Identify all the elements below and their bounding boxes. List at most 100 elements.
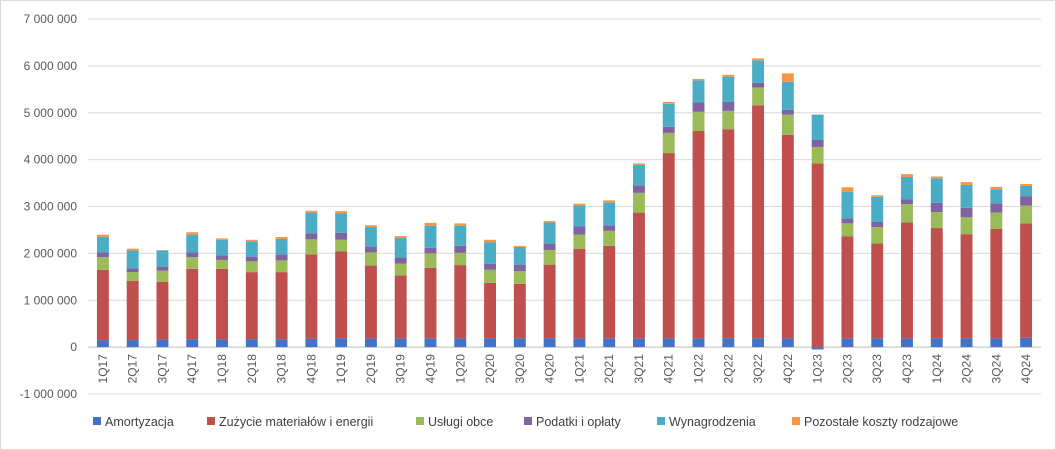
bar-segment (364, 246, 377, 253)
bar-segment (543, 264, 556, 339)
x-tick-label: 2Q18 (245, 354, 259, 384)
bar-segment (1020, 223, 1033, 338)
bar-segment (722, 110, 735, 130)
bar-segment (603, 200, 616, 203)
bar-segment (930, 338, 943, 348)
bar-segment (752, 58, 765, 61)
y-tick-label: 1 000 000 (24, 293, 78, 307)
legend-swatch (792, 417, 800, 425)
bar-segment (752, 338, 765, 348)
bar-segment (871, 227, 884, 244)
bar-segment (632, 185, 645, 193)
y-tick-label: 5 000 000 (24, 106, 78, 120)
x-tick-label: 4Q22 (781, 354, 795, 384)
bar-segment (335, 239, 348, 252)
bar-segment (662, 103, 675, 127)
bar-segment (245, 239, 258, 242)
x-tick-label: 1Q17 (96, 354, 110, 384)
bar-segment (990, 186, 1003, 190)
bar-segment (96, 257, 109, 270)
bar-segment (930, 212, 943, 229)
bar-segment (156, 250, 169, 267)
bar-segment (990, 189, 1003, 204)
bar-segment (573, 248, 586, 339)
bar-segment (990, 229, 1003, 339)
bar-segment (216, 339, 228, 348)
legend-label: Podatki i opłaty (536, 415, 622, 429)
bar-segment (305, 338, 318, 348)
bars (96, 58, 1033, 350)
bar-segment (424, 222, 437, 226)
legend-label: Pozostałe koszty rodzajowe (804, 415, 958, 429)
bar-segment (394, 263, 407, 276)
bar-segment (901, 199, 913, 205)
legend-swatch (657, 417, 665, 425)
bar-segment (454, 245, 467, 253)
bar-segment (1020, 337, 1033, 348)
legend: Amortyzacja Zużycie materiałów i energii U… (93, 415, 958, 429)
x-tick-label: 1Q20 (453, 354, 467, 384)
bar-segment (1020, 205, 1033, 224)
bar-segment (186, 232, 199, 235)
bar-segment (1020, 185, 1033, 197)
bar-segment (454, 252, 467, 266)
bar-segment (126, 281, 139, 341)
y-axis-ticks: -1 000 000 0 1 000 000 2 000 000 3 000 000 4 … (20, 12, 78, 401)
bar-segment (364, 252, 377, 266)
bar-segment (484, 269, 497, 283)
bar-segment (841, 218, 854, 224)
bar-segment (930, 176, 943, 179)
bar-segment (454, 338, 467, 348)
bar-segment (96, 269, 109, 341)
bar-segment (156, 281, 169, 340)
bar-segment (692, 131, 705, 339)
bar-segment (871, 338, 884, 348)
bar-segment (275, 254, 288, 261)
bar-segment (424, 225, 437, 248)
y-tick-label: 4 000 000 (24, 153, 78, 167)
bar-segment (275, 260, 288, 273)
bar-segment (305, 254, 318, 339)
bar-segment (841, 236, 854, 339)
bar-segment (364, 225, 377, 228)
legend-label: Wynagrodzenia (669, 415, 756, 429)
bar-segment (245, 261, 258, 273)
bar-segment (811, 114, 824, 140)
bar-segment (394, 237, 407, 258)
bar-segment (781, 73, 794, 82)
x-tick-label: 3Q18 (275, 354, 289, 384)
bar-segment (901, 176, 913, 200)
bar-segment (305, 210, 318, 213)
x-tick-label: 1Q18 (215, 354, 229, 384)
bar-segment (662, 153, 675, 339)
bar-segment (722, 101, 735, 111)
bar-segment (632, 192, 645, 213)
bar-segment (454, 265, 467, 339)
x-tick-label: 1Q24 (930, 354, 944, 384)
bar-segment (186, 339, 199, 348)
legend-swatch (207, 417, 215, 425)
bar-segment (603, 245, 616, 339)
x-tick-label: 4Q24 (1019, 354, 1033, 384)
bar-segment (841, 187, 854, 192)
bar-segment (364, 338, 377, 348)
bar-segment (275, 339, 288, 348)
bar-segment (156, 270, 169, 282)
bar-segment (811, 163, 824, 348)
x-tick-label: 4Q18 (304, 354, 318, 384)
bar-segment (484, 338, 497, 348)
bar-segment (394, 338, 407, 348)
bar-segment (722, 74, 735, 77)
bar-segment (424, 267, 437, 339)
y-tick-label: -1 000 000 (20, 387, 78, 401)
bar-segment (394, 257, 407, 264)
bar-segment (871, 196, 884, 222)
bar-segment (335, 211, 348, 214)
y-tick-label: 7 000 000 (24, 12, 78, 26)
bar-segment (841, 191, 854, 219)
bar-segment (186, 268, 199, 340)
bar-segment (126, 268, 139, 273)
bar-segment (692, 102, 705, 112)
bar-segment (722, 338, 735, 348)
